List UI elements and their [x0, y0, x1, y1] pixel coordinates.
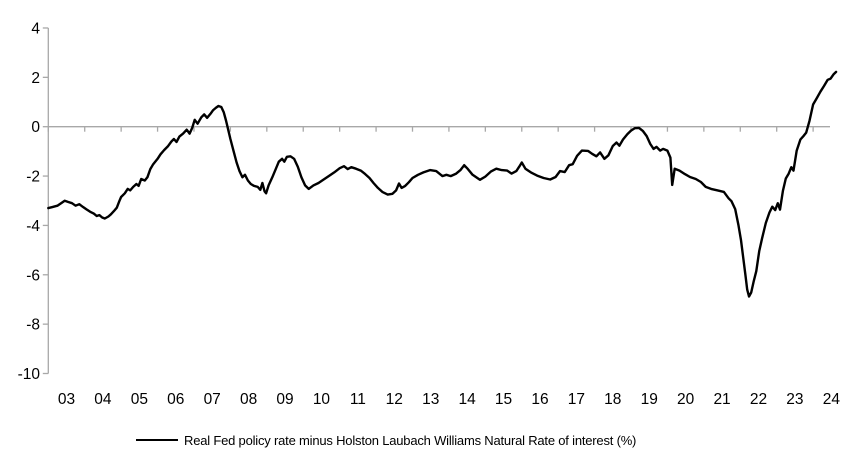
data-series-line: [47, 70, 838, 298]
y-tick-label: -2: [26, 169, 40, 186]
x-tick-label: 20: [677, 391, 695, 408]
x-tick-label: 03: [58, 391, 75, 408]
y-tick-label: -6: [26, 267, 40, 284]
y-tick-labels: 4 2 0 -2 -4 -6 -8 -10: [18, 20, 41, 383]
x-tick-label: 12: [386, 391, 403, 408]
x-tick-label: 11: [350, 391, 366, 408]
x-tick-label: 22: [750, 391, 767, 408]
legend-label: Real Fed policy rate minus Holston Lauba…: [184, 432, 637, 448]
x-tick-label: 21: [713, 391, 730, 408]
y-tick-label: -4: [26, 218, 40, 235]
x-tick-label: 10: [313, 391, 331, 408]
x-tick-label: 15: [495, 391, 512, 408]
x-tick-label: 23: [786, 391, 803, 408]
y-tick-label: 2: [31, 70, 40, 87]
x-tick-label: 09: [276, 391, 293, 408]
x-tick-label: 05: [131, 391, 148, 408]
legend-line-sample-icon: [136, 439, 178, 441]
x-tick-label: 17: [568, 391, 585, 408]
x-tick-label: 24: [823, 391, 841, 408]
chart-legend: Real Fed policy rate minus Holston Lauba…: [136, 431, 636, 449]
x-tick-label: 18: [604, 391, 621, 408]
x-tick-label: 06: [167, 391, 184, 408]
x-tick-label: 13: [422, 391, 439, 408]
axes: [42, 27, 830, 375]
y-tick-label: 0: [31, 119, 40, 136]
x-tick-label: 07: [204, 391, 221, 408]
x-tick-labels: 03 04 05 06 07 08 09 10 11 12 13 14 15 16 17 18 19 20 21 22…: [58, 391, 840, 408]
x-tick-label: 08: [240, 391, 257, 408]
y-tick-label: -10: [18, 366, 41, 383]
x-tick-label: 04: [94, 391, 112, 408]
x-tick-label: 16: [531, 391, 548, 408]
y-tick-label: 4: [31, 20, 40, 37]
x-tick-label: 14: [459, 391, 477, 408]
y-tick-label: -8: [26, 317, 40, 334]
x-tick-label: 19: [641, 391, 658, 408]
